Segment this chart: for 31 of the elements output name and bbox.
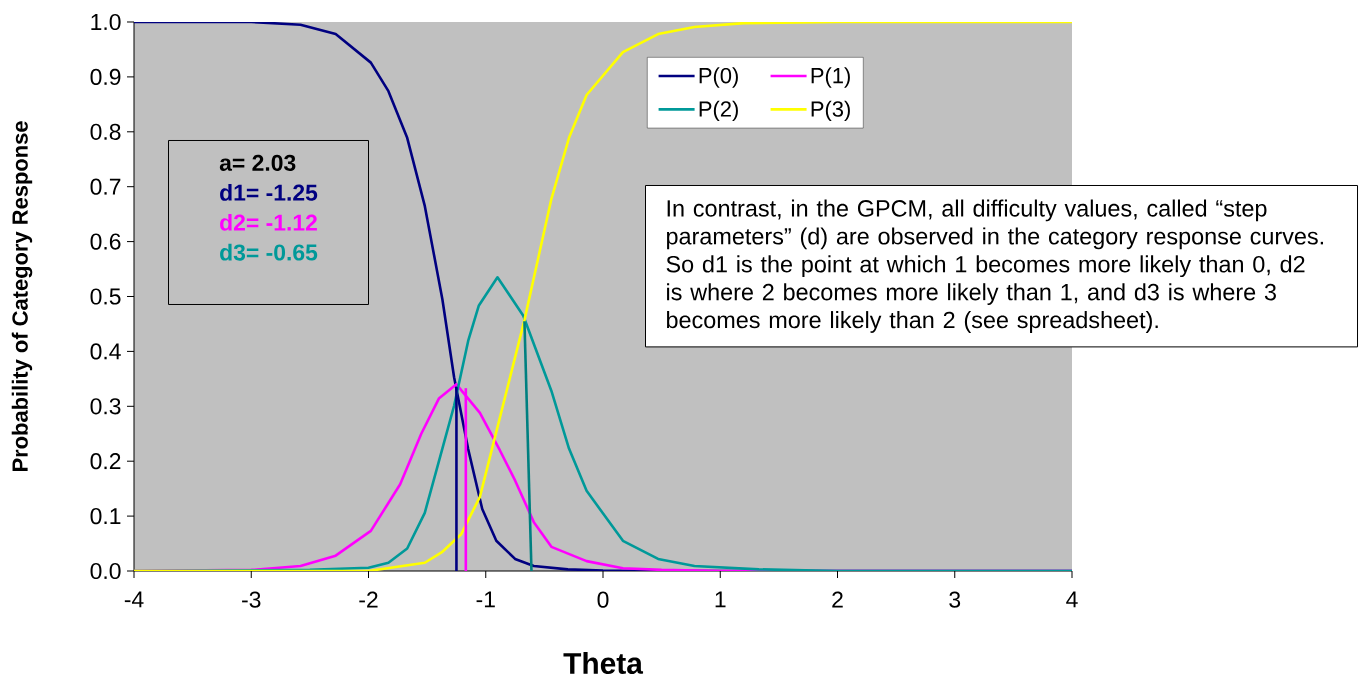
x-tick-label: -4 xyxy=(124,591,144,608)
x-tick-label: 0 xyxy=(597,591,609,608)
y-tick-label: 0.3 xyxy=(90,398,121,415)
y-tick-label: 0.4 xyxy=(90,343,121,360)
annotation: a= 2.03 xyxy=(219,154,296,171)
annotation: In contrast, in the GPCM, all difficulty values, called “step parameters” (d) are observed in the category response curves. So d1 is the point at which 1 becomes more likely than 0, d2 is where 2 becomes more likely than 1, and d3 is where 3 becomes more likely than 2 (see spreadsheet). xyxy=(666,199,1323,333)
y-axis-title: Probability of Category Response xyxy=(11,121,33,472)
y-tick-label: 0.1 xyxy=(90,507,121,525)
annotation: d3= -0.65 xyxy=(220,243,318,261)
x-tick-label: -2 xyxy=(359,591,378,608)
x-tick-label: 1 xyxy=(715,591,726,608)
legend-label: P(1) xyxy=(811,67,850,88)
annotation: d1= -1.25 xyxy=(220,184,318,201)
legend-label: P(0) xyxy=(699,67,738,88)
y-tick-label: 0.2 xyxy=(90,453,121,470)
x-tick-label: -3 xyxy=(242,591,261,608)
y-tick-label: 1.0 xyxy=(91,13,121,31)
legend-label: P(3) xyxy=(811,100,850,122)
y-tick-label: 0.5 xyxy=(90,288,121,305)
legend-label: P(2) xyxy=(699,100,738,122)
y-tick-label: 0.9 xyxy=(90,68,121,85)
x-tick-label: -1 xyxy=(476,591,495,608)
x-tick-label: 2 xyxy=(832,591,843,608)
y-tick-label: 0.8 xyxy=(90,123,121,140)
x-axis-title: Theta xyxy=(563,652,644,674)
x-tick-label: 4 xyxy=(1066,591,1078,608)
y-tick-label: 0.6 xyxy=(90,233,121,250)
y-tick-label: 0.7 xyxy=(90,178,121,195)
y-tick-label: 0.0 xyxy=(90,562,121,580)
annotation: d2= -1.12 xyxy=(220,213,317,231)
x-tick-label: 3 xyxy=(949,591,961,608)
